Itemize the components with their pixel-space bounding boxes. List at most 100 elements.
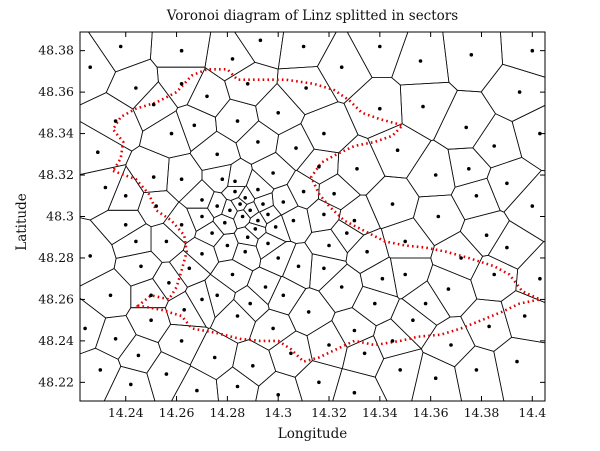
voronoi-cell: [399, 81, 458, 141]
voronoi-cell: [111, 223, 152, 259]
voronoi-cell: [338, 194, 381, 236]
site-point: [240, 214, 245, 219]
site-point: [88, 65, 92, 69]
site-point: [380, 276, 385, 281]
site-point: [251, 364, 255, 368]
voronoi-cell: [373, 318, 423, 360]
site-point: [505, 181, 509, 186]
site-point: [339, 65, 344, 69]
site-point: [151, 102, 156, 107]
voronoi-cell: [125, 145, 170, 194]
x-tick-label: 14.36: [413, 405, 449, 420]
voronoi-cell: [130, 278, 169, 309]
site-point: [200, 297, 204, 302]
voronoi-cell: [80, 347, 122, 401]
site-point: [261, 202, 265, 206]
site-point: [474, 194, 479, 198]
site-point: [474, 368, 479, 372]
y-tick-label: 48.34: [38, 126, 74, 141]
x-tick-label: 14.3: [264, 405, 292, 420]
site-point: [317, 380, 321, 385]
site-point: [421, 104, 425, 109]
voronoi-cell: [271, 183, 299, 216]
site-point: [266, 212, 270, 217]
voronoi-cell: [459, 210, 510, 257]
site-point: [200, 214, 204, 219]
voronoi-cell: [186, 207, 215, 232]
site-point: [200, 252, 204, 256]
site-point: [322, 212, 326, 217]
site-point: [352, 390, 357, 395]
voronoi-cell: [255, 232, 287, 260]
site-point: [436, 214, 441, 219]
site-point: [235, 119, 240, 123]
site-point: [154, 204, 158, 208]
voronoi-cell: [204, 32, 256, 82]
site-point: [449, 343, 453, 347]
site-point: [403, 272, 408, 277]
site-point: [398, 368, 403, 372]
site-point: [256, 218, 260, 223]
site-point: [355, 167, 359, 171]
site-point: [205, 94, 209, 99]
voronoi-cell: [277, 32, 337, 70]
voronoi-cell: [330, 219, 365, 254]
site-point: [492, 144, 497, 148]
voronoi-cell: [189, 130, 242, 171]
voronoi-sites: [83, 38, 542, 397]
y-tick-label: 48.22: [38, 374, 74, 389]
site-point: [446, 287, 451, 291]
site-point: [276, 393, 281, 397]
y-axis: 48.22 48.24 48.26 48.28 48.3 48.32 48.34 48.36 4…: [38, 43, 545, 389]
voronoi-cell: [250, 151, 297, 190]
voronoi-cell: [391, 32, 450, 86]
y-tick-label: 48.36: [38, 84, 74, 99]
site-point: [253, 227, 258, 231]
site-point: [96, 150, 100, 154]
site-point: [492, 272, 497, 277]
voronoi-cell: [117, 334, 162, 374]
site-point: [266, 241, 270, 246]
site-point: [149, 293, 153, 298]
site-point: [294, 146, 298, 150]
site-point: [243, 249, 247, 254]
voronoi-cell: [166, 152, 203, 203]
voronoi-cell: [213, 232, 239, 263]
site-point: [378, 106, 382, 111]
site-point: [362, 351, 367, 356]
voronoi-cell: [374, 348, 424, 401]
site-point: [151, 175, 156, 179]
voronoi-cell: [454, 345, 505, 401]
site-point: [215, 204, 219, 208]
y-tick-label: 48.38: [38, 43, 74, 58]
site-point: [215, 293, 219, 298]
y-tick-label: 48.24: [38, 333, 74, 348]
site-point: [248, 208, 252, 213]
site-point: [411, 318, 415, 323]
site-point: [228, 208, 232, 213]
site-point: [134, 86, 138, 90]
site-point: [484, 233, 489, 237]
voronoi-cell: [232, 339, 277, 387]
voronoi-cell: [107, 165, 145, 211]
site-point: [256, 187, 260, 192]
voronoi-cell: [406, 139, 456, 198]
voronoi-cell: [281, 205, 313, 244]
site-point: [83, 326, 87, 331]
site-point: [230, 272, 235, 277]
site-point: [136, 353, 141, 358]
voronoi-cell: [332, 368, 388, 401]
site-point: [123, 194, 128, 198]
site-point: [322, 266, 326, 271]
x-tick-label: 14.4: [518, 405, 546, 420]
voronoi-cell: [500, 32, 545, 78]
voronoi-cell: [300, 101, 359, 154]
voronoi-cell: [87, 32, 153, 73]
site-point: [352, 218, 357, 223]
voronoi-cell: [450, 177, 501, 221]
site-point: [365, 249, 369, 254]
site-point: [118, 44, 123, 49]
site-point: [235, 384, 240, 389]
site-point: [469, 53, 474, 57]
